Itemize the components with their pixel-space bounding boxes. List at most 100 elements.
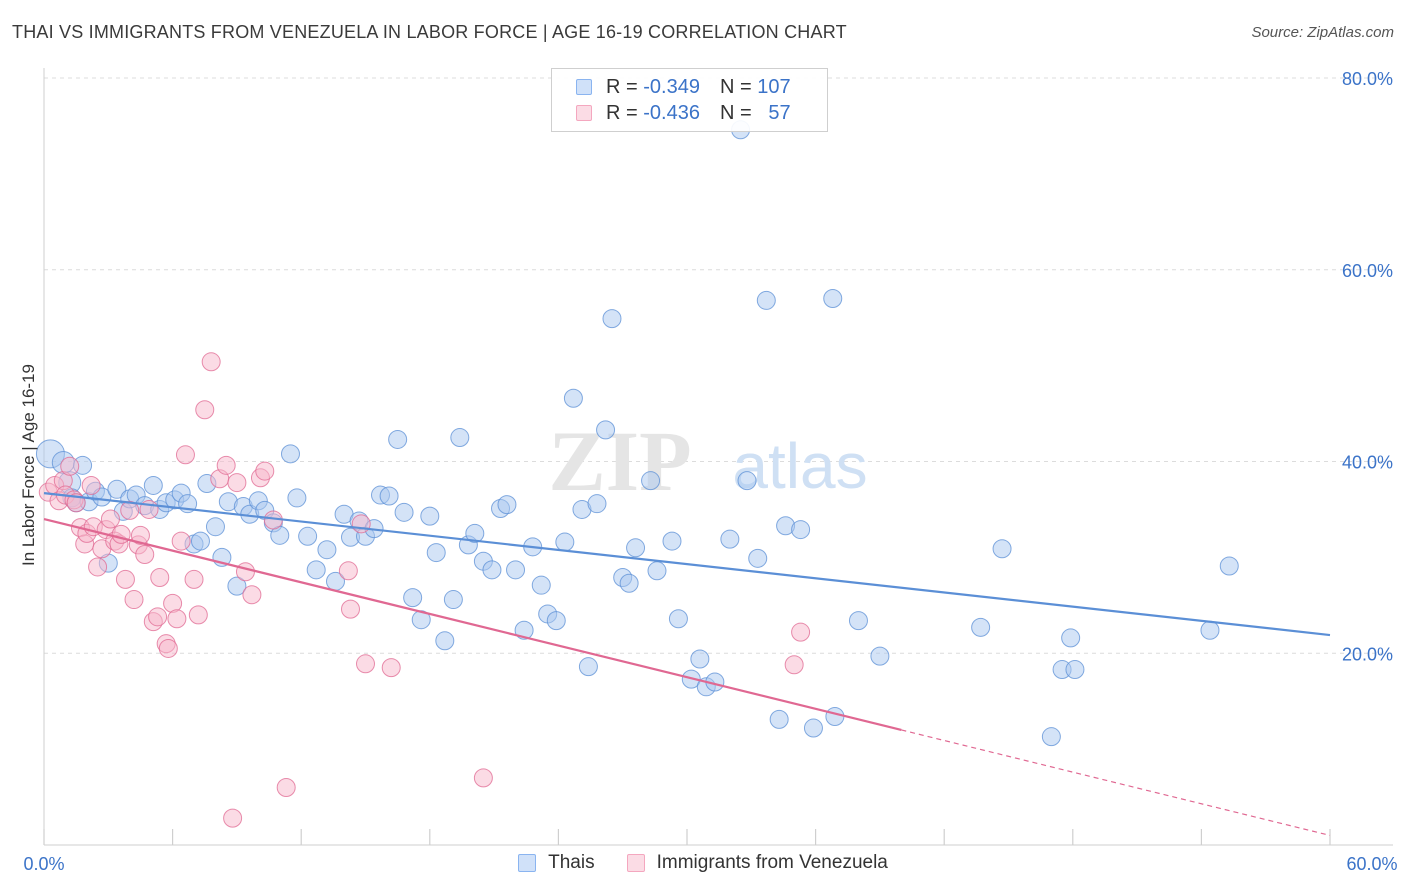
point-thais xyxy=(435,631,455,651)
point-thais xyxy=(190,531,210,551)
point-venezuela xyxy=(115,569,135,589)
point-venezuela xyxy=(130,525,150,545)
point-thais xyxy=(107,479,127,499)
legend-swatch-thais xyxy=(576,79,592,95)
point-thais xyxy=(546,611,566,631)
point-venezuela xyxy=(351,514,371,534)
axes xyxy=(43,68,1393,846)
point-thais xyxy=(379,486,399,506)
point-thais xyxy=(317,540,337,560)
point-thais xyxy=(482,560,502,580)
point-thais xyxy=(394,502,414,522)
tick-labels: 20.0% 40.0% 60.0% 80.0% 0.0% 60.0% xyxy=(23,69,1397,874)
point-thais xyxy=(1200,620,1220,640)
point-venezuela xyxy=(100,509,120,529)
series-legend-thais[interactable]: Thais xyxy=(518,852,595,874)
point-thais xyxy=(1041,727,1061,747)
point-thais xyxy=(426,543,446,563)
legend-r-value: -0.349 xyxy=(643,75,700,98)
point-venezuela xyxy=(175,445,195,465)
source-label: Source: ZipAtlas.com xyxy=(1251,24,1394,41)
point-thais xyxy=(450,428,470,448)
point-venezuela xyxy=(255,461,275,481)
point-thais xyxy=(803,718,823,738)
point-thais xyxy=(769,709,789,729)
y-tick-label: 20.0% xyxy=(1342,644,1393,664)
legend-n-label: N = xyxy=(719,101,752,124)
point-thais xyxy=(870,646,890,666)
point-venezuela xyxy=(276,777,296,797)
point-thais xyxy=(388,429,408,449)
point-venezuela xyxy=(150,568,170,588)
series-legend: Thais Immigrants from Venezuela xyxy=(0,852,1406,874)
point-thais xyxy=(287,488,307,508)
legend-n-value: 107 xyxy=(757,75,791,98)
point-thais xyxy=(555,532,575,552)
point-thais xyxy=(720,529,740,549)
point-thais xyxy=(690,649,710,669)
point-thais xyxy=(823,289,843,309)
point-venezuela xyxy=(473,768,493,788)
point-venezuela xyxy=(227,473,247,493)
point-thais xyxy=(506,560,526,580)
point-thais xyxy=(992,539,1012,559)
y-tick-label: 40.0% xyxy=(1342,453,1393,473)
point-thais xyxy=(420,506,440,526)
point-venezuela xyxy=(235,562,255,582)
point-thais xyxy=(971,617,991,637)
point-thais xyxy=(626,538,646,558)
series-legend-venezuela[interactable]: Immigrants from Venezuela xyxy=(626,852,888,874)
point-thais xyxy=(143,475,163,495)
x-tick-label: 60.0% xyxy=(1346,854,1397,874)
point-venezuela xyxy=(338,561,358,581)
point-thais xyxy=(514,620,534,640)
point-venezuela xyxy=(216,455,236,475)
point-venezuela xyxy=(148,607,168,627)
legend-swatch-venezuela xyxy=(576,105,592,121)
point-thais xyxy=(737,471,757,491)
trend-line-venezuela xyxy=(43,517,902,732)
y-axis-label: In Labor Force | Age 16-19 xyxy=(19,364,38,566)
point-thais xyxy=(443,590,463,610)
trend-extension-venezuela xyxy=(901,729,1331,836)
point-venezuela xyxy=(223,808,243,828)
legend-row-venezuela: R = -0.436 N = 57 xyxy=(576,102,791,124)
point-thais xyxy=(596,420,616,440)
data-points xyxy=(35,120,1239,828)
point-venezuela xyxy=(188,605,208,625)
point-venezuela xyxy=(124,590,144,610)
point-venezuela xyxy=(340,599,360,619)
chart-title: THAI VS IMMIGRANTS FROM VENEZUELA IN LAB… xyxy=(12,22,847,42)
point-thais xyxy=(587,494,607,514)
point-thais xyxy=(668,609,688,629)
point-venezuela xyxy=(195,400,215,420)
point-thais xyxy=(1065,660,1085,680)
point-thais xyxy=(756,290,776,310)
point-thais xyxy=(403,588,423,608)
point-thais xyxy=(647,561,667,581)
point-venezuela xyxy=(184,569,204,589)
legend-n-value: 57 xyxy=(768,101,791,124)
point-thais xyxy=(497,495,517,515)
series-label-venezuela: Immigrants from Venezuela xyxy=(656,852,888,873)
watermark: ZIP atlas xyxy=(548,413,867,509)
point-thais xyxy=(1219,556,1239,576)
point-venezuela xyxy=(60,456,80,476)
point-thais xyxy=(205,517,225,537)
series-swatch-thais xyxy=(518,854,537,872)
y-tick-label: 80.0% xyxy=(1342,69,1393,89)
point-venezuela xyxy=(242,585,262,605)
x-tick-label: 0.0% xyxy=(23,854,64,874)
point-venezuela xyxy=(81,475,101,495)
point-thais xyxy=(298,526,318,546)
series-label-thais: Thais xyxy=(548,852,595,873)
point-venezuela xyxy=(791,622,811,642)
point-thais xyxy=(280,444,300,464)
legend-n-label: N = xyxy=(719,75,752,98)
point-thais xyxy=(563,388,583,408)
point-thais xyxy=(411,610,431,630)
point-thais xyxy=(465,523,485,543)
point-thais xyxy=(531,575,551,595)
watermark-atlas: atlas xyxy=(732,430,867,502)
